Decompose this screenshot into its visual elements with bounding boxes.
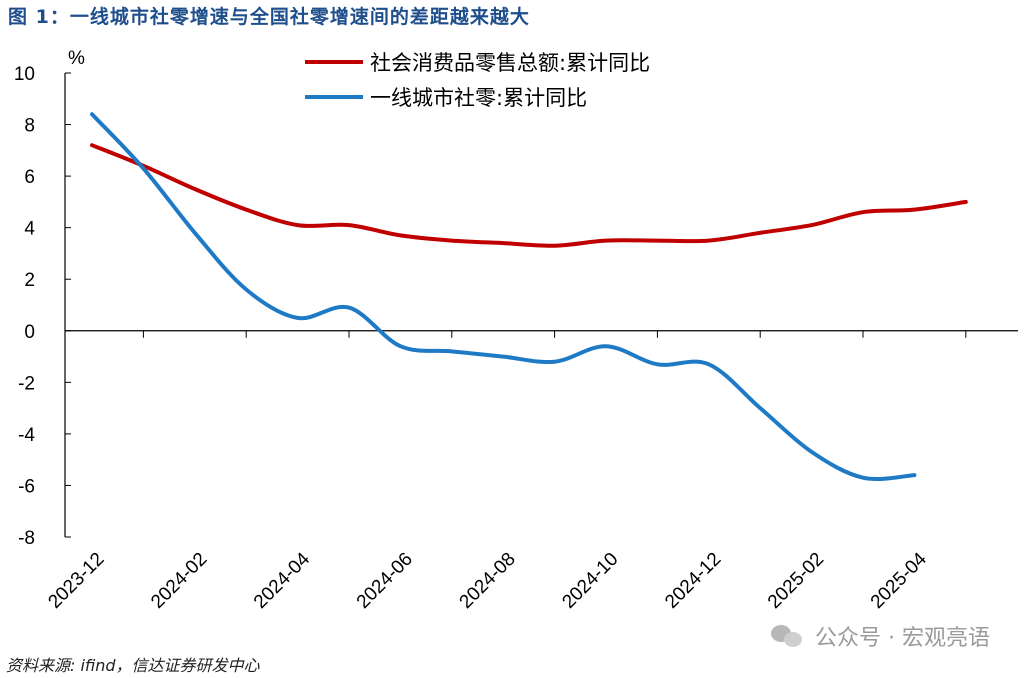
x-tick-label: 2024-06	[353, 549, 417, 613]
y-tick-label: 0	[24, 322, 35, 343]
x-tick-label: 2024-02	[147, 549, 211, 613]
y-tick-label: 2	[24, 270, 35, 291]
series-line-1	[90, 143, 968, 248]
source-note: 资料来源: ifind，信达证券研发中心	[6, 656, 260, 675]
watermark: 公众号 · 宏观亮语	[771, 620, 990, 652]
x-tick-label: 2024-10	[558, 549, 622, 613]
legend-label-2: 一线城市社零:累计同比	[370, 86, 587, 110]
y-tick-label: 6	[24, 167, 35, 188]
y-tick-label: 10	[14, 64, 35, 85]
chart-axes: 10 8 6 4 2 0 -2 -4 -6 -8% 2023-12 2024-02 2024-04 202…	[14, 48, 1018, 613]
y-axis-unit: %	[68, 48, 85, 69]
y-tick-label: -8	[18, 528, 35, 549]
x-tick-label: 2024-08	[456, 549, 520, 613]
x-tick-label: 2024-12	[661, 549, 725, 613]
series-line-2	[90, 112, 917, 482]
y-tick-label: -2	[18, 373, 35, 394]
x-tick-label: 2025-02	[764, 549, 828, 613]
y-tick-label: 8	[24, 116, 35, 137]
x-tick-label: 2024-04	[250, 548, 314, 612]
watermark-text: 公众号 · 宏观亮语	[815, 626, 990, 651]
y-tick-label: -4	[18, 425, 35, 446]
legend-label-1: 社会消费品零售总额:累计同比	[370, 51, 650, 75]
series-layer	[90, 112, 968, 482]
y-tick-label: 4	[24, 219, 35, 240]
chart-title: 图 1：一线城市社零增速与全国社零增速间的差距越来越大	[8, 6, 530, 28]
x-tick-label: 2025-04	[867, 548, 931, 612]
wechat-icon	[771, 622, 805, 650]
x-tick-label: 2023-12	[44, 549, 108, 613]
y-tick-label: -6	[18, 476, 35, 497]
